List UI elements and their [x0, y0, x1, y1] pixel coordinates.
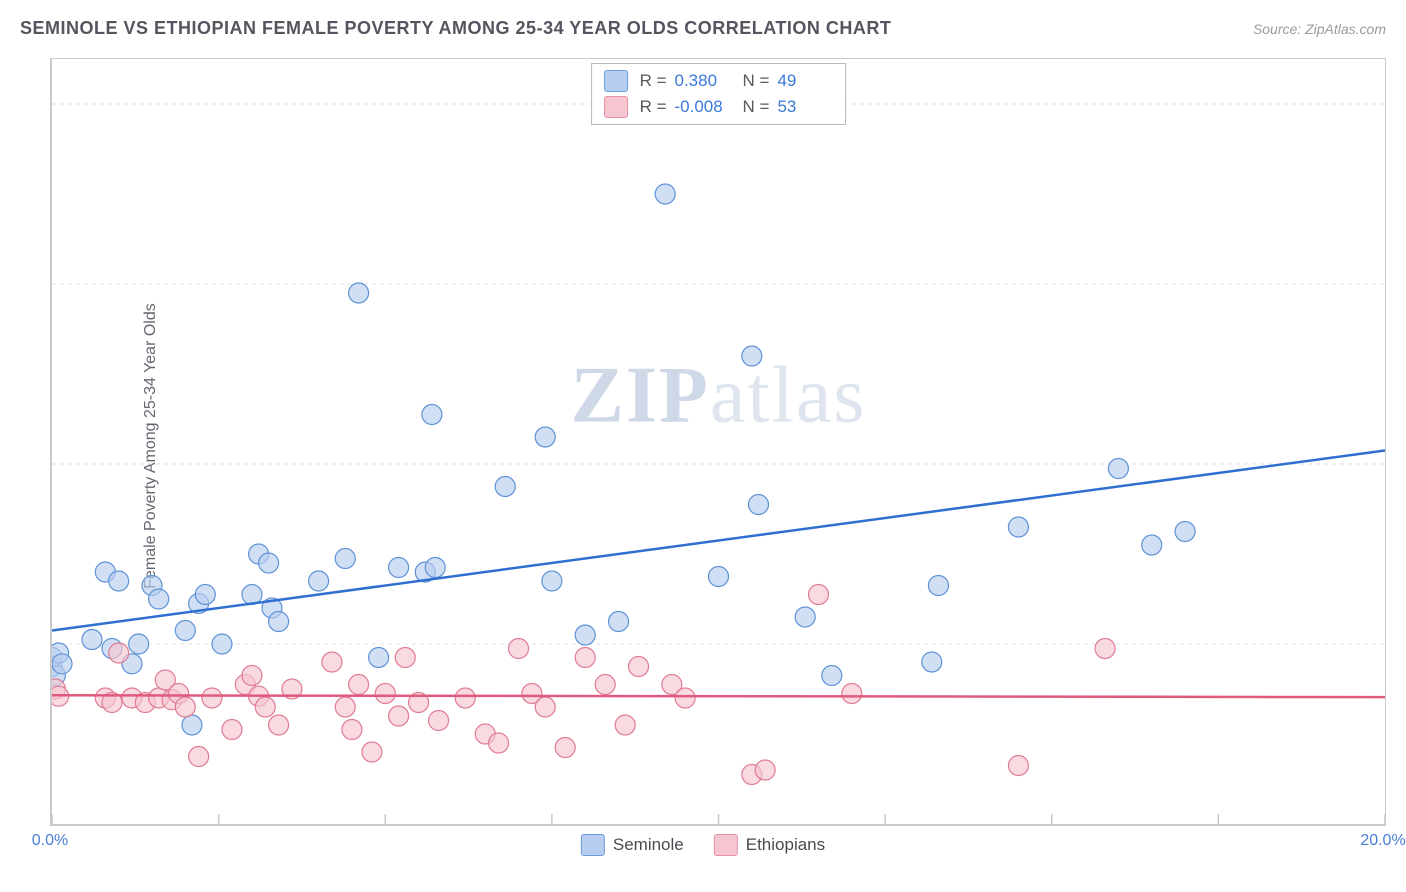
data-point [922, 652, 942, 672]
series-label: Seminole [613, 835, 684, 855]
data-point [149, 589, 169, 609]
data-point [455, 688, 475, 708]
data-point [202, 688, 222, 708]
data-point [369, 648, 389, 668]
data-point [269, 612, 289, 632]
data-point [615, 715, 635, 735]
data-point [425, 558, 445, 578]
data-point [395, 648, 415, 668]
data-point [795, 607, 815, 627]
data-point [335, 697, 355, 717]
data-point [195, 585, 215, 605]
n-value: 53 [777, 94, 833, 120]
scatter-plot-svg [52, 59, 1385, 824]
data-point [322, 652, 342, 672]
data-point [309, 571, 329, 591]
legend-swatch [581, 834, 605, 856]
data-point [335, 549, 355, 569]
stats-legend-row: R = 0.380 N = 49 [604, 68, 834, 94]
data-point [182, 715, 202, 735]
data-point [535, 427, 555, 447]
r-value: 0.380 [675, 68, 731, 94]
data-point [575, 648, 595, 668]
legend-swatch [604, 70, 628, 92]
data-point [52, 654, 72, 674]
n-label: N = [743, 94, 770, 120]
data-point [422, 405, 442, 425]
data-point [175, 621, 195, 641]
legend-swatch [604, 96, 628, 118]
data-point [1008, 756, 1028, 776]
n-label: N = [743, 68, 770, 94]
data-point [629, 657, 649, 677]
r-value: -0.008 [675, 94, 731, 120]
data-point [808, 585, 828, 605]
data-point [1008, 517, 1028, 537]
x-tick-label: 0.0% [32, 832, 68, 850]
data-point [509, 639, 529, 659]
r-label: R = [640, 94, 667, 120]
data-point [1108, 459, 1128, 479]
data-point [542, 571, 562, 591]
data-point [822, 666, 842, 686]
chart-title: SEMINOLE VS ETHIOPIAN FEMALE POVERTY AMO… [20, 18, 891, 39]
data-point [1142, 535, 1162, 555]
data-point [362, 742, 382, 762]
data-point [375, 684, 395, 704]
series-legend: Seminole Ethiopians [581, 834, 825, 856]
data-point [255, 697, 275, 717]
data-point [742, 346, 762, 366]
data-point [575, 625, 595, 645]
data-point [242, 666, 262, 686]
x-tick-label: 20.0% [1360, 832, 1405, 850]
data-point [342, 720, 362, 740]
data-point [259, 553, 279, 573]
data-point [748, 495, 768, 515]
data-point [389, 706, 409, 726]
data-point [842, 684, 862, 704]
data-point [489, 733, 509, 753]
data-point [595, 675, 615, 695]
data-point [609, 612, 629, 632]
data-point [495, 477, 515, 497]
data-point [1095, 639, 1115, 659]
series-legend-item: Ethiopians [714, 834, 825, 856]
data-point [709, 567, 729, 587]
source-attribution: Source: ZipAtlas.com [1253, 21, 1386, 37]
n-value: 49 [777, 68, 833, 94]
data-point [755, 760, 775, 780]
data-point [555, 738, 575, 758]
data-point [349, 675, 369, 695]
series-legend-item: Seminole [581, 834, 684, 856]
stats-legend: R = 0.380 N = 49 R = -0.008 N = 53 [591, 63, 847, 125]
data-point [82, 630, 102, 650]
data-point [129, 634, 149, 654]
data-point [928, 576, 948, 596]
data-point [1175, 522, 1195, 542]
legend-swatch [714, 834, 738, 856]
data-point [655, 184, 675, 204]
data-point [535, 697, 555, 717]
data-point [212, 634, 232, 654]
data-point [109, 571, 129, 591]
data-point [429, 711, 449, 731]
stats-legend-row: R = -0.008 N = 53 [604, 94, 834, 120]
data-point [109, 643, 129, 663]
data-point [269, 715, 289, 735]
data-point [349, 283, 369, 303]
series-label: Ethiopians [746, 835, 825, 855]
data-point [389, 558, 409, 578]
plot-area: ZIPatlas R = 0.380 N = 49 R = -0.008 N =… [50, 58, 1386, 826]
data-point [189, 747, 209, 767]
data-point [222, 720, 242, 740]
data-point [675, 688, 695, 708]
data-point [175, 697, 195, 717]
r-label: R = [640, 68, 667, 94]
